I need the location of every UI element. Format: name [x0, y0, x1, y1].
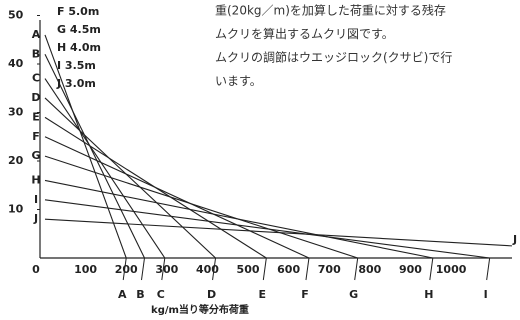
legend-entry: I 3.5m — [57, 59, 96, 72]
note: ムクリの調節はウエッジロック(クサビ)で行 — [215, 50, 452, 65]
series-end-label: H — [424, 288, 433, 301]
x-tick-label: 0 — [32, 263, 40, 276]
note: います。 — [215, 74, 262, 88]
legend-entry: H 4.0m — [57, 41, 101, 54]
x-tick-label: 700 — [318, 263, 341, 276]
series-end-label: G — [349, 288, 358, 301]
leader — [212, 257, 217, 281]
y-tick-label: 40 — [8, 57, 24, 70]
x-tick-label: 200 — [115, 263, 138, 276]
series-start-label: C — [32, 72, 40, 85]
y-tick-label: 50 — [8, 9, 24, 22]
note: ムクリを算出するムクリ図です。 — [215, 26, 394, 41]
series-start-label: A — [32, 28, 41, 41]
x-tick-label: 300 — [155, 263, 178, 276]
series-start-label: J — [33, 212, 38, 225]
y-tick-label: 20 — [8, 154, 24, 167]
x-tick-label: 900 — [399, 263, 422, 276]
x-tick-label: 800 — [358, 263, 381, 276]
x-tick-label: 100 — [74, 263, 97, 276]
x-tick-label: 400 — [196, 263, 219, 276]
note: 重(20kg／m)を加算した荷重に対する残存 — [215, 3, 446, 18]
x-tick-label: 500 — [237, 263, 260, 276]
series-line — [44, 34, 127, 259]
series-line — [44, 136, 310, 259]
series-end-label: D — [207, 288, 216, 301]
leader — [305, 257, 310, 281]
series-end-label: I — [484, 288, 488, 301]
leader — [161, 257, 166, 281]
series-line — [44, 179, 433, 259]
legend-entry: F 5.0m — [57, 5, 99, 18]
series-start-label: B — [32, 47, 40, 60]
series-start-label: E — [32, 110, 40, 123]
legend-entry: G 4.5m — [57, 23, 101, 36]
series-end-label: B — [136, 288, 144, 301]
series-end-label: E — [259, 288, 267, 301]
series-line — [44, 199, 490, 259]
y-tick-label: 10 — [8, 203, 24, 216]
series-start-label: I — [34, 193, 38, 206]
x-tick-label: 1000 — [436, 263, 467, 276]
series-line — [44, 218, 513, 247]
y-tick-label: 30 — [8, 106, 24, 119]
series-end-label: C — [157, 288, 165, 301]
leader — [354, 257, 359, 281]
leader — [262, 257, 267, 281]
series-start-label: F — [32, 130, 40, 143]
leader — [140, 257, 145, 281]
x-tick-label: 600 — [277, 263, 300, 276]
leader — [122, 257, 127, 281]
series-start-label: G — [31, 149, 40, 162]
leader — [486, 257, 491, 281]
x-axis-title: kg/m当り等分布荷重 — [151, 303, 249, 316]
series-start-label: H — [31, 173, 40, 186]
series-start-label: D — [31, 91, 40, 104]
legend-entry: J 3.0m — [56, 77, 96, 90]
series-end-label: F — [301, 288, 309, 301]
series-end-label: J — [512, 233, 517, 246]
leader — [429, 257, 434, 281]
series-line — [44, 97, 216, 259]
series-end-label: A — [118, 288, 127, 301]
series-line — [44, 78, 166, 259]
series-line — [44, 155, 358, 259]
